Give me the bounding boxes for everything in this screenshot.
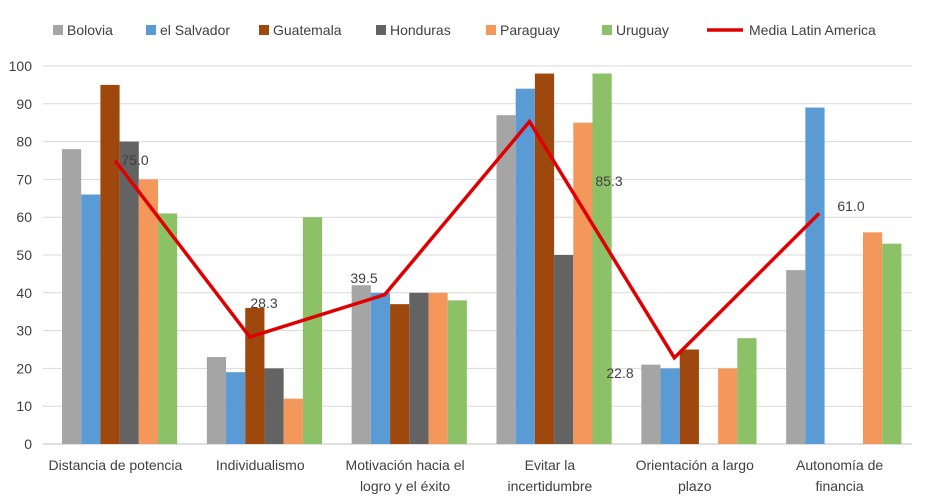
data-label: 22.8	[606, 365, 633, 381]
y-tick-label: 80	[16, 134, 32, 150]
y-tick-label: 20	[16, 360, 32, 376]
data-label: 75.0	[121, 152, 148, 168]
x-tick-label: incertidumbre	[508, 478, 593, 494]
y-tick-label: 40	[16, 285, 32, 301]
bar	[718, 368, 738, 444]
average-line-path	[113, 118, 821, 361]
bar	[81, 194, 101, 444]
legend-swatch	[486, 25, 496, 35]
x-tick-label: Orientación a largo	[636, 457, 755, 473]
legend-label: Media Latin America	[749, 22, 876, 38]
data-label: 39.5	[350, 270, 377, 286]
bar	[138, 179, 158, 444]
bar	[158, 213, 178, 444]
bar	[409, 292, 429, 444]
bar	[390, 304, 410, 444]
bar	[862, 232, 883, 444]
bar	[264, 368, 284, 444]
bar	[283, 398, 303, 444]
bar	[805, 107, 825, 444]
bar	[573, 122, 593, 444]
legend-swatch	[376, 25, 386, 35]
y-tick-label: 70	[16, 171, 32, 187]
bar	[592, 73, 612, 444]
bar	[534, 73, 555, 444]
legend-swatch	[602, 25, 612, 35]
y-axis-ticks: 0 10 20 30 40 50 60 70 80 90 100	[9, 58, 33, 452]
bar	[302, 217, 323, 444]
x-tick-label: logro y el éxito	[360, 478, 450, 494]
bar	[62, 149, 82, 444]
data-label: 28.3	[250, 295, 277, 311]
bar	[515, 88, 535, 445]
bar	[245, 307, 265, 444]
y-tick-label: 100	[9, 58, 33, 74]
bar	[882, 243, 902, 444]
bar	[679, 349, 699, 444]
bars	[62, 73, 902, 445]
legend-label: el Salvador	[160, 22, 230, 38]
x-tick-label: Individualismo	[216, 457, 305, 473]
bar	[660, 368, 680, 444]
y-tick-label: 60	[16, 209, 32, 225]
legend-label: Honduras	[390, 22, 451, 38]
x-axis-labels: Distancia de potencia Individualismo Motiv…	[48, 457, 883, 494]
y-tick-label: 50	[16, 247, 32, 263]
bar	[226, 372, 246, 444]
average-line: 75.0 28.3 39.5 85.3 22.8 61.0	[113, 118, 865, 381]
legend-swatch	[53, 25, 63, 35]
data-label: 85.3	[595, 173, 622, 189]
bar	[786, 270, 806, 444]
bar	[496, 115, 516, 444]
bar	[100, 84, 120, 445]
bar	[351, 285, 371, 444]
bar	[370, 292, 391, 444]
x-tick-label: Evitar la	[525, 457, 576, 473]
legend-label: Bolovia	[67, 22, 113, 38]
bar	[554, 255, 574, 444]
bar	[447, 300, 467, 444]
y-tick-label: 10	[16, 398, 32, 414]
y-tick-label: 0	[24, 436, 32, 452]
y-tick-label: 30	[16, 323, 32, 339]
bar	[119, 141, 139, 444]
data-label: 61.0	[837, 198, 864, 214]
legend-swatch	[146, 25, 156, 35]
legend-swatch	[259, 25, 269, 35]
bar	[428, 292, 448, 444]
x-tick-label: Distancia de potencia	[48, 457, 182, 473]
legend-label: Paraguay	[500, 22, 560, 38]
legend-label: Uruguay	[616, 22, 669, 38]
bar	[641, 364, 661, 444]
y-tick-label: 90	[16, 96, 32, 112]
legend-label: Guatemala	[273, 22, 342, 38]
bar	[206, 357, 227, 444]
x-tick-label: Autonomía de	[796, 457, 883, 473]
x-tick-label: financia	[815, 478, 863, 494]
x-tick-label: plazo	[678, 478, 712, 494]
x-tick-label: Motivación hacia el	[346, 457, 465, 473]
bar	[737, 338, 757, 444]
legend: Bolovia el Salvador Guatemala Honduras Parag…	[53, 22, 876, 38]
